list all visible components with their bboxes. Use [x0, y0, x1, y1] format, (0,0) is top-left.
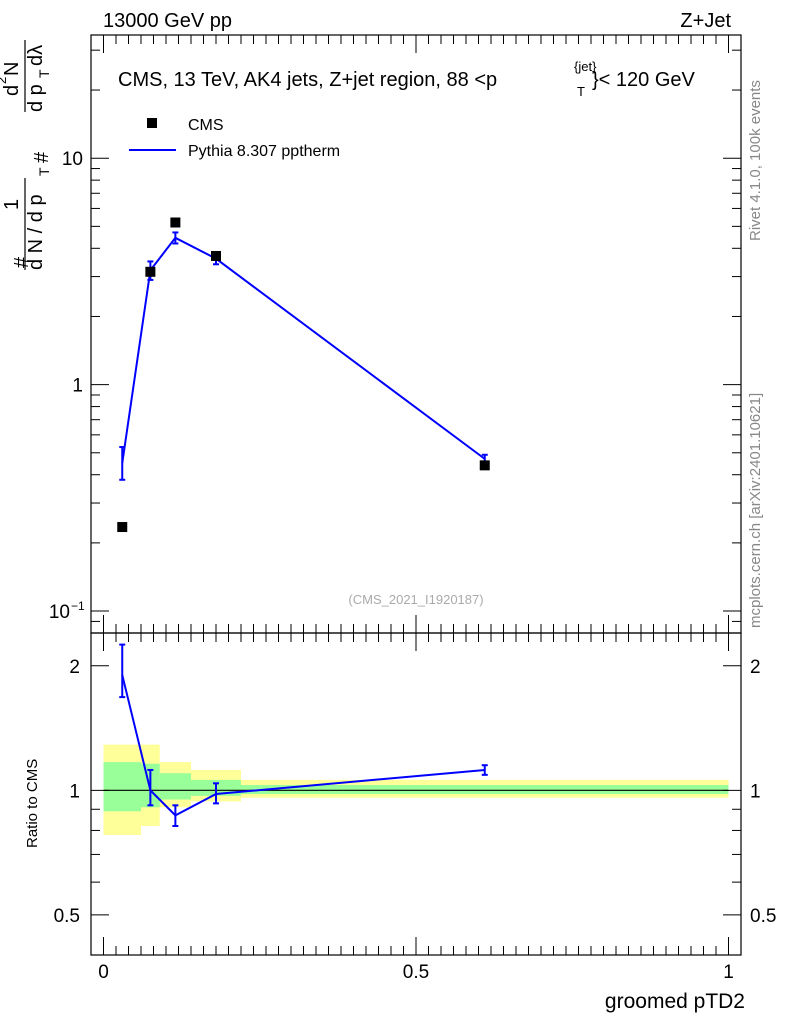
pythia-series-line	[121, 236, 486, 464]
ratio-y-tick-label-right: 0.5	[750, 906, 776, 927]
main-x-axis-ticks	[103, 35, 729, 633]
ylabel-den2-sub: T	[36, 69, 52, 78]
x-tick-label: 0	[98, 962, 109, 983]
x-tick-label: 0.5	[403, 962, 429, 983]
ylabel-den: d N / d p	[25, 194, 47, 270]
ylabel-lambda: dλ	[25, 45, 47, 66]
ylabel-num-sup: 2	[0, 77, 9, 84]
ylabel-num: d	[1, 85, 23, 96]
ratio-band-green	[103, 762, 141, 812]
header-left: 13000 GeV pp	[103, 10, 232, 32]
ratio-band-green	[241, 785, 729, 794]
main-y-tick-label-exponent: −1	[71, 599, 85, 613]
ratio-y-tick-label: 2	[69, 657, 80, 678]
plot-title-sup: {jet}	[574, 59, 597, 74]
main-y-axis-label: # 1 d N / d p T # d 2 N d p T dλ	[0, 40, 53, 270]
legend-cms-marker	[147, 118, 157, 128]
ylabel-den2: d p	[25, 84, 47, 112]
ratio-y-axis: 2 2 1 1 0.5 0.5	[54, 657, 777, 927]
rivet-label: Rivet 4.1.0, 100k events	[747, 80, 764, 241]
header-right: Z+Jet	[680, 10, 731, 32]
legend: CMS Pythia 8.307 pptherm	[129, 117, 340, 160]
main-data-marks	[117, 217, 490, 533]
ratio-band-green	[159, 773, 191, 800]
legend-cms-label: CMS	[188, 117, 224, 134]
ylabel-num-n: N	[1, 62, 23, 76]
mcplots-label: mcplots.cern.ch [arXiv:2401.10621]	[747, 393, 764, 628]
ratio-y-tick-label: 1	[69, 781, 80, 802]
analysis-watermark: (CMS_2021_I1920187)	[348, 592, 483, 607]
plot-title: CMS, 13 TeV, AK4 jets, Z+jet region, 88 …	[118, 69, 497, 91]
ylabel-one: 1	[1, 199, 23, 210]
plot-title-sub: T	[577, 84, 585, 99]
cms-data-point	[170, 217, 181, 228]
cms-data-point	[117, 522, 128, 533]
cms-data-point	[479, 460, 490, 471]
ratio-x-axis: 0 0.5 1	[98, 633, 734, 983]
ylabel-hash1: #	[11, 256, 33, 268]
plot-title-tail: }< 120 GeV	[592, 69, 696, 91]
legend-pythia-label: Pythia 8.307 pptherm	[188, 143, 340, 160]
ratio-y-tick-label: 0.5	[54, 906, 80, 927]
cms-data-point	[211, 250, 221, 261]
cms-data-point	[145, 266, 156, 277]
main-y-tick-label: 1	[72, 376, 83, 397]
plot-title-main: CMS, 13 TeV, AK4 jets, Z+jet region, 88 …	[118, 69, 497, 91]
main-y-tick-label: 10	[49, 602, 70, 623]
main-y-tick-label: 10	[62, 149, 83, 170]
x-axis-label: groomed pTD2	[605, 990, 745, 1013]
ratio-y-tick-label-right: 2	[750, 657, 761, 678]
ratio-plot-panel: 2 21 10.5 0.5 0 0.5 1 Ratio to CMS groomed pT…	[24, 632, 777, 1013]
ratio-data-marks	[119, 643, 488, 827]
ratio-y-axis-label: Ratio to CMS	[24, 759, 41, 848]
ratio-y-tick-label-right: 1	[750, 781, 761, 802]
x-tick-label: 1	[723, 962, 734, 983]
ylabel-den-sub: T	[36, 167, 52, 176]
ratio-series-line	[121, 674, 485, 817]
ratio-uncertainty-bands	[103, 744, 729, 835]
ylabel-hash2: #	[31, 151, 53, 163]
